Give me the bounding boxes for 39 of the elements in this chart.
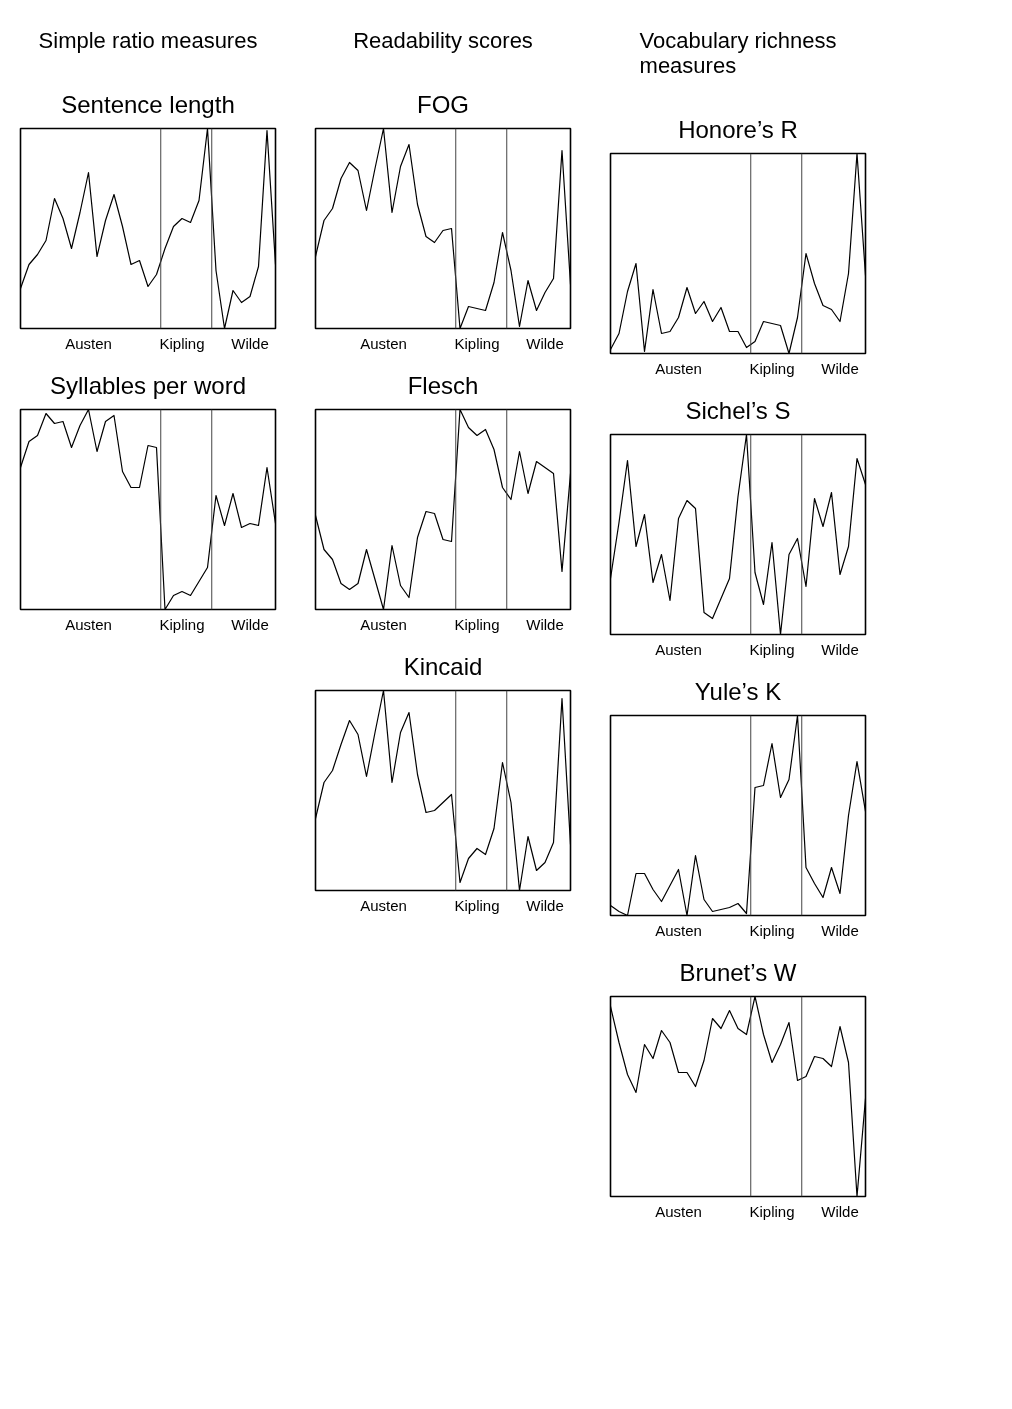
text: Simple ratio measures <box>38 27 258 53</box>
x-tick-label: Kipling <box>749 359 795 377</box>
x-tick-label: Kipling <box>749 640 795 658</box>
x-tick-label: Kipling <box>749 1202 795 1220</box>
x-tick-label: Wilde <box>231 334 269 352</box>
chart-title: FOG <box>417 90 469 118</box>
x-tick-label: Austen <box>655 640 702 658</box>
x-tick-label: Austen <box>65 334 112 352</box>
x-tick-label: Kipling <box>159 334 205 352</box>
x-tick-label: Wilde <box>821 921 859 939</box>
x-tick-label: Wilde <box>231 615 269 633</box>
x-tick-label: Wilde <box>526 615 564 633</box>
chart-title: Kincaid <box>403 652 483 680</box>
x-tick-label: Wilde <box>821 359 859 377</box>
chart-title: Sentence length <box>61 90 235 118</box>
x-tick-label: Austen <box>360 334 407 352</box>
chart-title: Syllables per word <box>49 371 247 399</box>
chart-title: Yule’s K <box>694 677 782 705</box>
x-tick-label: Austen <box>360 615 407 633</box>
x-tick-label: Kipling <box>454 334 500 352</box>
chart-title: Honore’s R <box>678 115 798 143</box>
text: Vocabulary richness measures <box>639 27 837 78</box>
x-tick-label: Kipling <box>159 615 205 633</box>
x-tick-label: Wilde <box>821 640 859 658</box>
x-tick-label: Wilde <box>526 896 564 914</box>
chart-title: Brunet’s W <box>679 958 797 986</box>
x-tick-label: Kipling <box>454 896 500 914</box>
x-tick-label: Austen <box>655 359 702 377</box>
text: Readability scores <box>353 27 533 53</box>
x-tick-label: Austen <box>655 1202 702 1220</box>
x-tick-label: Austen <box>655 921 702 939</box>
chart-title: Flesch <box>407 371 479 399</box>
x-tick-label: Kipling <box>454 615 500 633</box>
x-tick-label: Austen <box>360 896 407 914</box>
x-tick-label: Wilde <box>526 334 564 352</box>
x-tick-label: Wilde <box>821 1202 859 1220</box>
chart-title: Sichel’s S <box>685 396 791 424</box>
x-tick-label: Austen <box>65 615 112 633</box>
x-tick-label: Kipling <box>749 921 795 939</box>
